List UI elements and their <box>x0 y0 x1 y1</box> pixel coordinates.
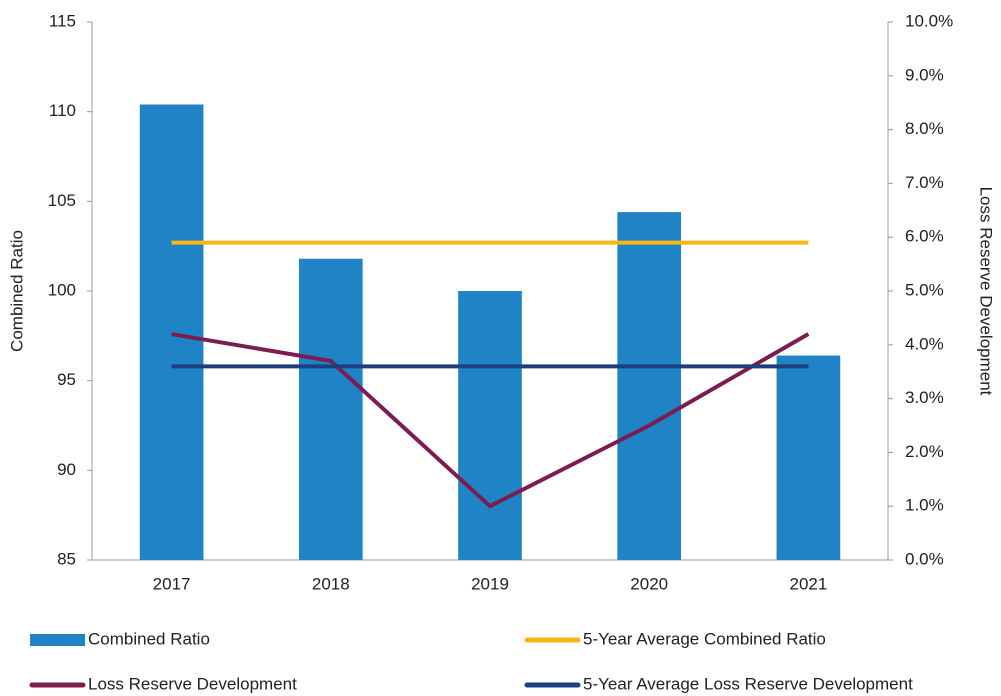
bar <box>617 212 682 561</box>
legend-swatch <box>30 634 85 646</box>
y2-tick-label: 10.0% <box>905 11 953 30</box>
bar <box>298 258 363 560</box>
legend-label: 5-Year Average Loss Reserve Development <box>583 674 913 693</box>
y2-tick-label: 4.0% <box>905 334 944 353</box>
y-tick-label: 90 <box>57 460 76 479</box>
line <box>171 332 810 509</box>
y-tick-label: 95 <box>57 370 76 389</box>
legend-label: Loss Reserve Development <box>88 674 297 693</box>
x-tick-label: 2020 <box>630 574 668 593</box>
y2-axis-label: Loss Reserve Development <box>977 187 996 396</box>
legend-label: Combined Ratio <box>88 629 210 648</box>
y-tick-label: 85 <box>57 549 76 568</box>
bar <box>776 355 841 560</box>
y-tick-label: 115 <box>49 11 76 30</box>
bar <box>139 104 204 560</box>
x-tick-label: 2017 <box>153 574 191 593</box>
y2-tick-label: 7.0% <box>905 173 944 192</box>
x-tick-label: 2018 <box>312 574 350 593</box>
y-tick-label: 110 <box>49 101 76 120</box>
x-tick-label: 2021 <box>789 574 827 593</box>
y2-tick-label: 5.0% <box>905 280 944 299</box>
y-tick-label: 105 <box>48 191 76 210</box>
y2-tick-label: 6.0% <box>905 227 944 246</box>
legend-label: 5-Year Average Combined Ratio <box>583 629 826 648</box>
y-tick-label: 100 <box>48 280 76 299</box>
y-axis-label: Combined Ratio <box>7 230 26 352</box>
y2-tick-label: 0.0% <box>905 549 944 568</box>
y2-tick-label: 9.0% <box>905 65 944 84</box>
y2-tick-label: 8.0% <box>905 119 944 138</box>
x-tick-label: 2019 <box>471 574 509 593</box>
y2-tick-label: 2.0% <box>905 442 944 461</box>
bar <box>458 291 522 560</box>
y2-tick-label: 3.0% <box>905 388 944 407</box>
y2-tick-label: 1.0% <box>905 496 944 515</box>
